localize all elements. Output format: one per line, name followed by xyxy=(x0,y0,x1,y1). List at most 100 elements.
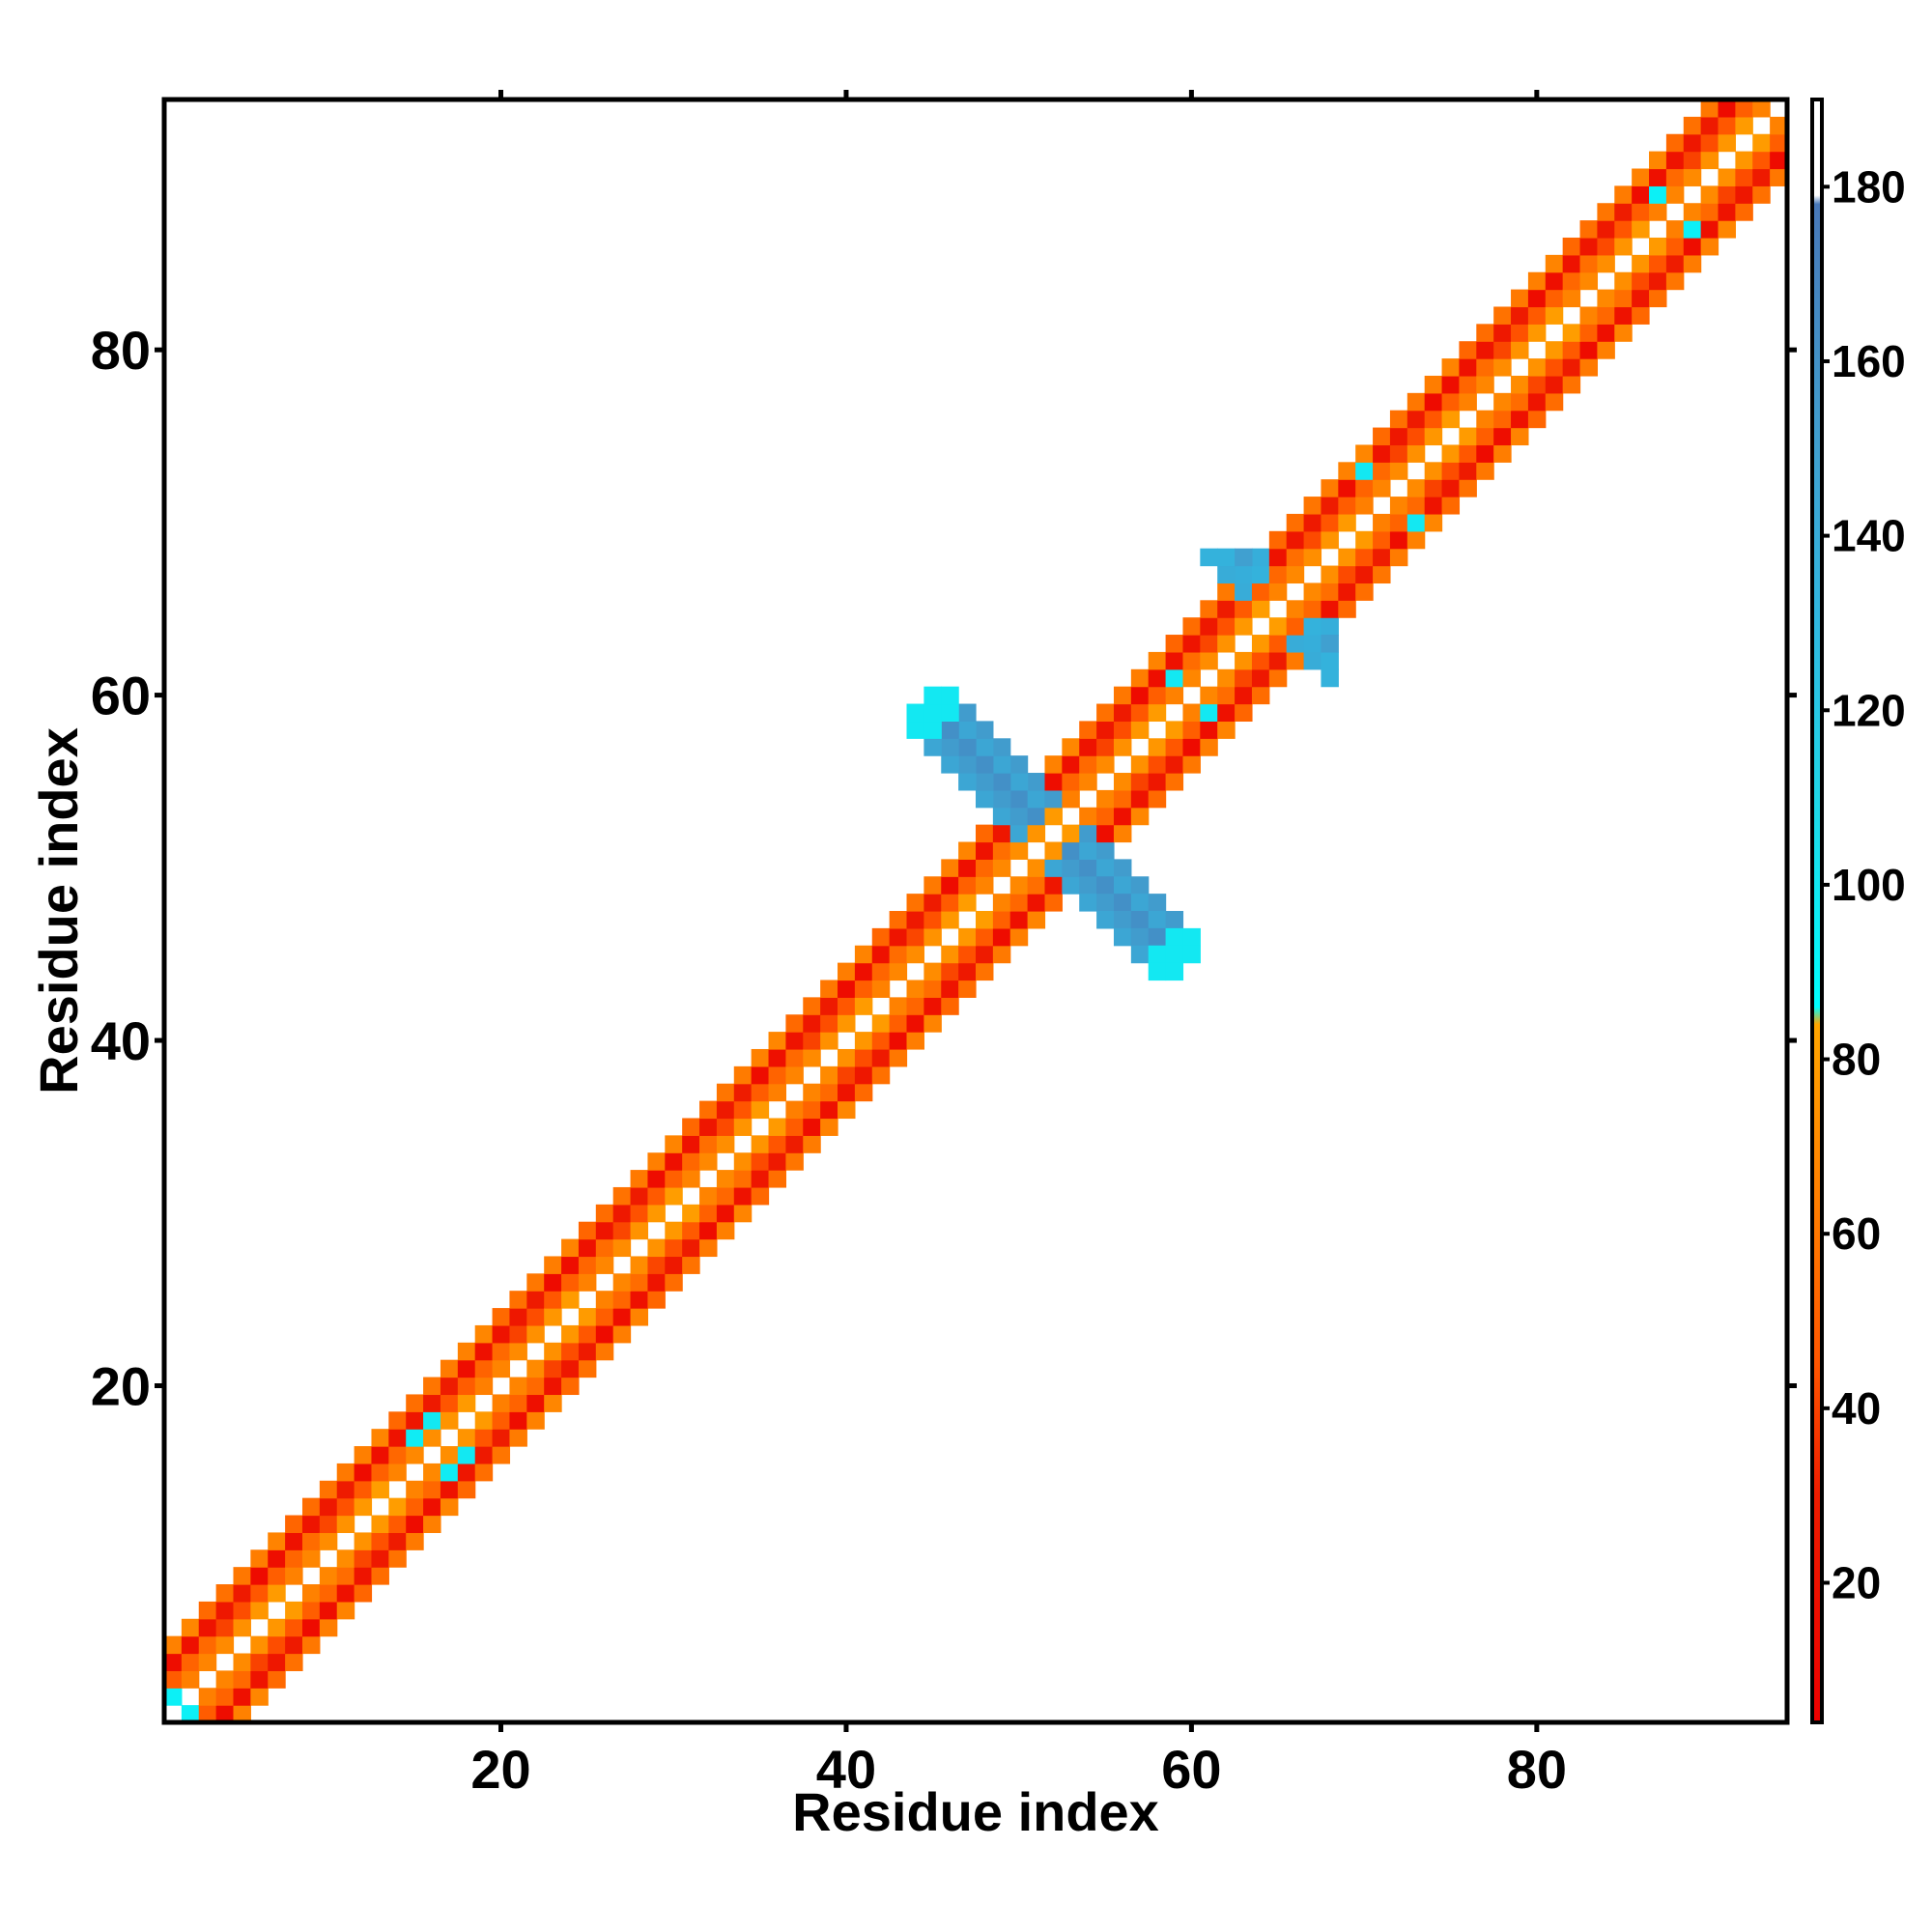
heatmap-cell xyxy=(716,1083,735,1102)
heatmap-cell xyxy=(665,1135,683,1153)
heatmap-cell xyxy=(215,1584,235,1603)
heatmap-cell xyxy=(941,894,959,912)
heatmap-cell xyxy=(992,945,1011,964)
heatmap-cell xyxy=(1424,497,1443,515)
heatmap-cell xyxy=(509,1411,527,1430)
heatmap-cell xyxy=(285,1635,303,1655)
heatmap-cell xyxy=(612,1238,632,1258)
heatmap-cell xyxy=(992,894,1011,912)
heatmap-cell xyxy=(509,1291,527,1309)
heatmap-cell xyxy=(803,1118,821,1136)
heatmap-cell xyxy=(785,1118,804,1136)
heatmap-cell xyxy=(423,1394,441,1412)
heatmap-cell xyxy=(1476,358,1494,377)
heatmap-cell xyxy=(612,1204,632,1223)
heatmap-cell xyxy=(941,945,959,964)
heatmap-cell xyxy=(1752,133,1771,153)
heatmap-cell xyxy=(1632,168,1650,186)
heatmap-cell xyxy=(440,1359,459,1378)
heatmap-cell xyxy=(1459,427,1477,446)
heatmap-cell xyxy=(319,1601,338,1620)
heatmap-cell xyxy=(1079,755,1097,774)
heatmap-cell xyxy=(889,945,908,964)
heatmap-cell xyxy=(336,1497,355,1517)
heatmap-cell xyxy=(1217,600,1236,618)
heatmap-cell xyxy=(1597,324,1615,342)
heatmap-cell xyxy=(1373,548,1391,567)
heatmap-cell xyxy=(838,980,856,998)
heatmap-cell xyxy=(561,1324,580,1344)
heatmap-cell xyxy=(1044,807,1063,826)
heatmap-cell xyxy=(406,1480,424,1499)
heatmap-cell xyxy=(371,1567,389,1585)
heatmap-cell xyxy=(612,1291,632,1309)
heatmap-cell xyxy=(682,1204,700,1223)
heatmap-cell xyxy=(1165,738,1184,756)
heatmap-cell xyxy=(1700,133,1719,153)
heatmap-cell xyxy=(1493,324,1512,342)
heatmap-cell xyxy=(906,894,924,912)
heatmap-cell xyxy=(1113,859,1132,877)
heatmap-cell xyxy=(285,1567,303,1585)
heatmap-cell xyxy=(1700,151,1719,170)
heatmap-cell xyxy=(301,1549,321,1568)
heatmap-cell xyxy=(233,1670,251,1689)
heatmap-cell xyxy=(716,1135,735,1153)
y-axis-title: Residue index xyxy=(28,727,89,1094)
heatmap-cell xyxy=(354,1567,373,1585)
heatmap-cell xyxy=(1044,773,1063,791)
heatmap-cell xyxy=(889,997,908,1015)
heatmap-cell xyxy=(854,1048,873,1067)
heatmap-cell xyxy=(1493,444,1512,463)
heatmap-cell xyxy=(1441,479,1461,497)
heatmap-cell xyxy=(1545,375,1564,394)
heatmap-cell xyxy=(1027,824,1046,843)
heatmap-cell xyxy=(1148,738,1167,756)
heatmap-cell xyxy=(526,1273,545,1292)
heatmap-cell xyxy=(285,1515,303,1534)
heatmap-cell xyxy=(1148,668,1167,688)
heatmap-cell xyxy=(1424,375,1443,394)
heatmap-cell xyxy=(1614,220,1633,239)
heatmap-cell xyxy=(1770,116,1788,135)
heatmap-cell xyxy=(630,1170,649,1188)
heatmap-cell xyxy=(958,945,977,964)
heatmap-cell xyxy=(1113,927,1132,947)
heatmap-cell xyxy=(958,703,977,723)
heatmap-cell xyxy=(1113,876,1132,895)
heatmap-cell xyxy=(492,1359,511,1378)
heatmap-cell xyxy=(941,755,959,774)
heatmap-cell xyxy=(1079,841,1097,860)
heatmap-cell xyxy=(1355,530,1374,550)
heatmap-cell xyxy=(1096,876,1115,895)
heatmap-cell xyxy=(941,876,959,895)
heatmap-cell xyxy=(665,1238,683,1258)
heatmap-cell xyxy=(1338,582,1356,601)
heatmap-cell xyxy=(1130,894,1150,912)
heatmap-cell xyxy=(198,1635,217,1655)
heatmap-cell xyxy=(923,703,942,723)
heatmap-cell xyxy=(233,1601,251,1620)
heatmap-cell xyxy=(1321,497,1339,515)
heatmap-cell xyxy=(1424,410,1443,429)
heatmap-cell xyxy=(388,1463,407,1482)
heatmap-cell xyxy=(578,1324,597,1344)
heatmap-cell xyxy=(1268,668,1288,688)
heatmap-cell xyxy=(1493,358,1512,377)
heatmap-cell xyxy=(1355,462,1374,480)
heatmap-cell xyxy=(1562,324,1581,342)
heatmap-cell xyxy=(1562,254,1581,273)
heatmap-cell xyxy=(440,1377,459,1396)
heatmap-cell xyxy=(838,962,856,981)
heatmap-cell xyxy=(699,1221,718,1240)
heatmap-cell xyxy=(889,1014,908,1033)
heatmap-cell xyxy=(1009,876,1029,895)
heatmap-cell xyxy=(941,686,959,705)
heatmap-cell xyxy=(595,1324,614,1344)
heatmap-cell xyxy=(1632,203,1650,221)
heatmap-cell xyxy=(268,1532,286,1550)
heatmap-cell xyxy=(665,1221,683,1240)
heatmap-cell xyxy=(406,1446,424,1464)
heatmap-cell xyxy=(1700,220,1719,239)
heatmap-cell xyxy=(647,1186,666,1206)
